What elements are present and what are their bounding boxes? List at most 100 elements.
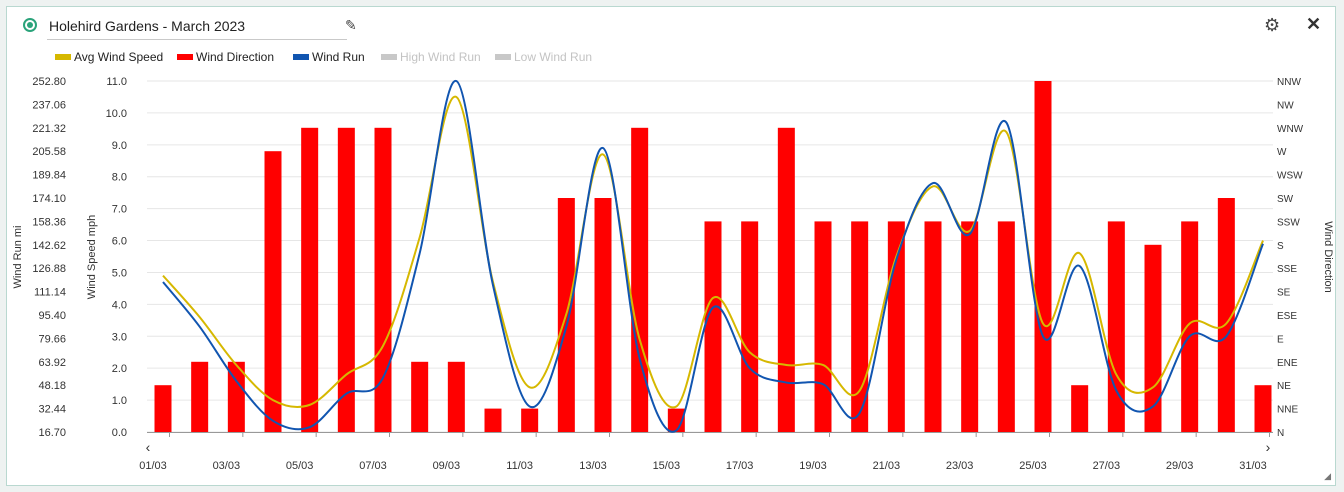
y-right-tick-label: NNE (1277, 405, 1298, 416)
wind-direction-bar (631, 127, 649, 433)
y-left-outer-tick-label: 205.58 (32, 146, 66, 158)
legend-item-wind-run[interactable]: Wind Run (293, 50, 365, 64)
wind-direction-bar (301, 127, 319, 433)
y-left-outer-tick-label: 189.84 (32, 170, 66, 182)
y-right-tick-label: S (1277, 241, 1284, 252)
wind-direction-bar (1254, 385, 1272, 432)
legend-item-avg-wind-speed[interactable]: Avg Wind Speed (55, 50, 163, 64)
x-tick-label: 01/03 (139, 460, 167, 472)
gear-icon[interactable]: ⚙ (1264, 15, 1281, 35)
wind-direction-bar (521, 408, 539, 432)
wind-direction-bar (1144, 244, 1162, 432)
wind-direction-bar (594, 198, 612, 432)
y-left-tick-label: 5.0 (112, 267, 127, 279)
x-tick-label: 21/03 (873, 460, 901, 472)
wind-direction-bar (741, 221, 759, 432)
x-tick-label: 31/03 (1239, 460, 1267, 472)
wind-direction-bar (777, 127, 795, 433)
wind-direction-bar (704, 221, 722, 432)
y-left-outer-tick-label: 95.40 (38, 310, 66, 322)
x-tick-label: 23/03 (946, 460, 974, 472)
y-left-outer-tick-label: 252.80 (32, 76, 66, 88)
legend-label: Wind Direction (196, 50, 275, 64)
x-tick-label: 11/03 (506, 460, 533, 472)
wind-direction-bar (1181, 221, 1199, 432)
chart-panel: Holehird Gardens - March 2023 ✎ ⚙ ✕ Avg … (6, 6, 1336, 486)
y-right-tick-label: WNW (1277, 124, 1304, 135)
y-right-tick-label: SE (1277, 288, 1291, 299)
scroll-right-icon: › (1266, 439, 1271, 455)
y-left-tick-label: 8.0 (112, 172, 127, 184)
title-underline (47, 39, 347, 40)
legend-swatch (495, 53, 511, 60)
y-left-tick-label: 0.0 (112, 427, 127, 439)
y-right-tick-label: WSW (1277, 171, 1303, 182)
y-right-tick-label: NE (1277, 381, 1291, 392)
wind-run-line (162, 79, 1264, 433)
wind-direction-bar (887, 221, 905, 432)
x-tick-label: 25/03 (1019, 460, 1047, 472)
legend-swatch (381, 53, 397, 60)
y-left-tick-label: 9.0 (112, 140, 127, 152)
close-icon[interactable]: ✕ (1306, 14, 1322, 34)
x-tick-label: 13/03 (579, 460, 607, 472)
y-left-outer-tick-label: 79.66 (38, 333, 66, 345)
wind-direction-bar (411, 361, 429, 432)
y-left-tick-label: 7.0 (112, 204, 127, 216)
select-radio-icon[interactable] (23, 18, 37, 32)
wind-direction-bar (191, 361, 209, 432)
panel-title: Holehird Gardens - March 2023 (49, 18, 246, 34)
y-left-outer-tick-label: 63.92 (38, 357, 66, 369)
scroll-left-icon: ‹ (146, 439, 151, 455)
wind-direction-bar (154, 385, 172, 432)
wind-direction-bar (374, 127, 392, 433)
pencil-icon[interactable]: ✎ (345, 17, 357, 33)
y-left-outer-tick-label: 126.88 (32, 263, 66, 275)
legend-swatch (177, 53, 193, 60)
wind-direction-bar (1034, 81, 1052, 432)
x-tick-label: 29/03 (1166, 460, 1194, 472)
legend-item-high-wind-run[interactable]: High Wind Run (381, 50, 481, 64)
x-tick-label: 17/03 (726, 460, 754, 472)
y-right-tick-label: E (1277, 334, 1284, 345)
wind-chart: 0.0 1.0 2.0 3.0 4.0 5.0 6.0 7.0 8.0 9.0 10.0 11.0 16… (12, 76, 1334, 472)
wind-direction-bar (924, 221, 942, 432)
y-right-tick-label: SSW (1277, 217, 1300, 228)
wind-direction-bar (447, 361, 465, 432)
y-left-outer-tick-label: 48.18 (38, 380, 66, 392)
wind-direction-bar (1071, 385, 1089, 432)
legend-item-low-wind-run[interactable]: Low Wind Run (495, 50, 592, 64)
avg-wind-speed-line (162, 95, 1264, 409)
y-left-tick-label: 1.0 (112, 395, 127, 407)
y-left-outer-tick-label: 221.32 (32, 123, 66, 135)
y-left-title: Wind Speed mph (86, 215, 98, 299)
y-left-outer-tick-label: 142.62 (32, 240, 66, 252)
y-left-tick-label: 11.0 (106, 76, 127, 88)
resize-handle-icon[interactable]: ◢ (1324, 471, 1331, 481)
y-left-tick-label: 6.0 (112, 236, 127, 248)
wind-direction-bar (337, 127, 355, 433)
y-left-outer-tick-label: 158.36 (32, 216, 66, 228)
wind-direction-bar (814, 221, 832, 432)
y-left-tick-label: 10.0 (106, 108, 127, 120)
x-tick-label: 05/03 (286, 460, 314, 472)
x-tick-label: 15/03 (653, 460, 681, 472)
legend-label: Avg Wind Speed (74, 50, 164, 64)
wind-direction-bar (961, 221, 979, 432)
y-left-outer-tick-label: 237.06 (32, 99, 66, 111)
y-right-tick-label: SW (1277, 194, 1294, 205)
y-left-tick-label: 2.0 (112, 363, 127, 375)
legend-label: Wind Run (312, 50, 365, 64)
y-right-tick-label: ESE (1277, 311, 1297, 322)
x-tick-label: 03/03 (213, 460, 241, 472)
y-left-tick-label: 3.0 (112, 331, 127, 343)
legend-label: Low Wind Run (514, 50, 593, 64)
y-right-tick-label: W (1277, 147, 1287, 158)
y-left-outer-title: Wind Run mi (12, 226, 24, 289)
y-right-tick-label: NNW (1277, 77, 1301, 88)
wind-direction-bar (1217, 198, 1235, 432)
legend-item-wind-direction[interactable]: Wind Direction (177, 50, 274, 64)
x-tick-label: 09/03 (433, 460, 461, 472)
legend-swatch (293, 53, 309, 60)
x-tick-label: 07/03 (359, 460, 387, 472)
